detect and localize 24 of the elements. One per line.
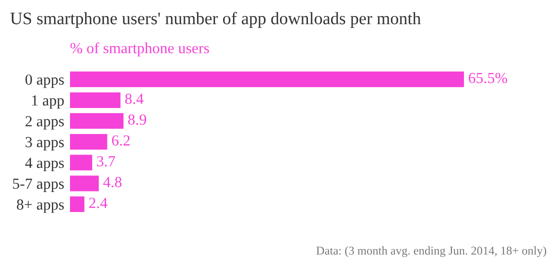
y-tick-label: 5-7 apps <box>13 178 64 192</box>
y-tick-label: 2 apps <box>26 116 64 130</box>
y-tick-label: 8+ apps <box>16 199 64 213</box>
data-label: 2.4 <box>89 198 108 208</box>
bar <box>70 134 108 150</box>
data-label: 3.7 <box>97 156 116 166</box>
data-label: 8.4 <box>125 94 144 104</box>
y-tick-label: 1 app <box>32 95 64 109</box>
chart-subtitle: % of smartphone users <box>70 42 209 56</box>
data-label: 65.5% <box>468 72 508 84</box>
bar <box>70 92 120 108</box>
y-tick-label: 0 apps <box>25 74 64 88</box>
data-label: 6.2 <box>112 135 130 146</box>
bar <box>70 196 84 212</box>
y-tick-label: 3 apps <box>26 136 64 150</box>
bar <box>70 154 92 170</box>
data-label: 4.8 <box>103 176 122 188</box>
y-tick-label: 4 apps <box>25 158 64 172</box>
bar <box>70 113 124 129</box>
bar <box>70 176 99 192</box>
data-label: 8.9 <box>128 114 146 125</box>
chart-title: US smartphone users' number of app downloads per month <box>10 12 421 28</box>
bar <box>70 72 464 88</box>
text: Data: (3 month avg. ending Jun. 2014, 18+ only) <box>316 246 546 258</box>
